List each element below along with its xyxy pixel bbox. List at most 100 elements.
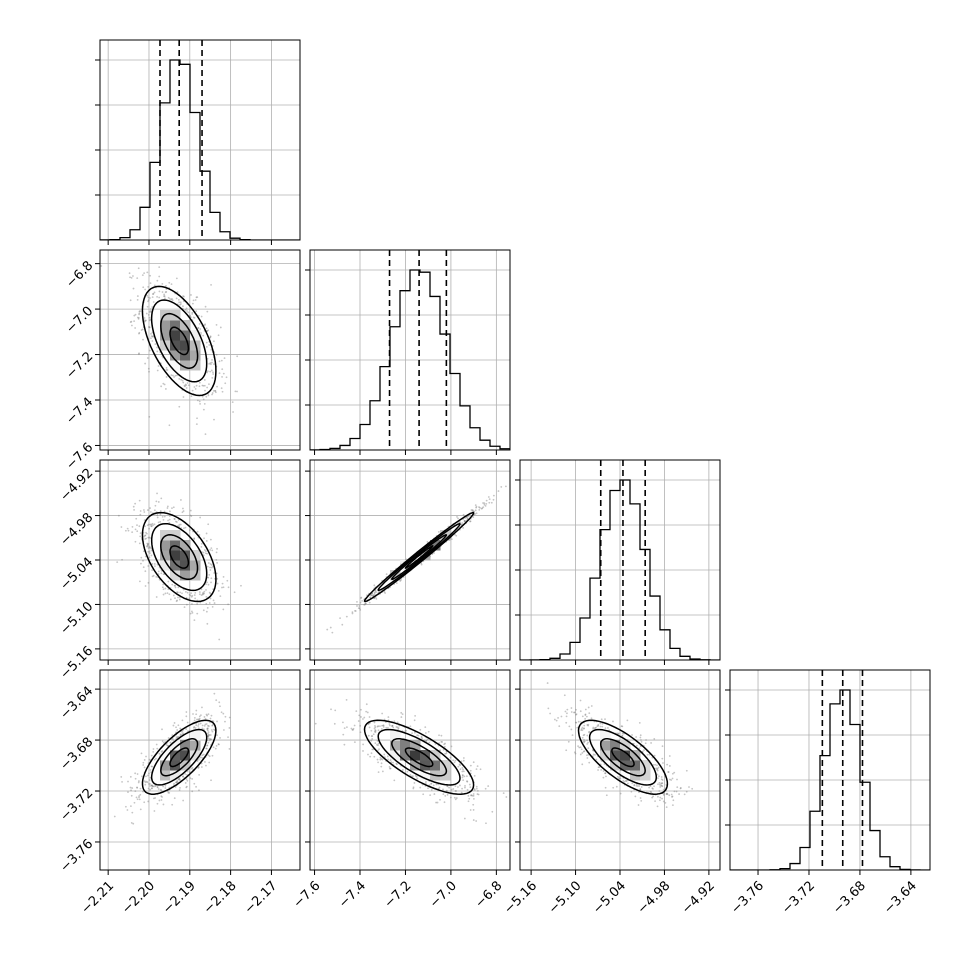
scatter-point [195,785,197,788]
scatter-point [353,724,356,727]
scatter-point [164,297,166,300]
scatter-point [671,804,674,807]
scatter-point [167,296,170,299]
scatter-point [147,300,149,303]
scatter-point [187,384,190,387]
scatter-point [209,734,212,736]
scatter-point [206,576,209,579]
scatter-point [370,594,373,596]
scatter-point [209,563,212,565]
scatter-point [121,781,123,783]
scatter-point [146,781,149,784]
scatter-point [149,511,152,513]
scatter-point [633,784,636,786]
density-cell [180,350,191,361]
scatter-point [345,698,348,701]
scatter-point [205,610,208,613]
panel-0-0 [95,39,301,245]
density-cell [190,560,201,571]
scatter-point [207,329,210,332]
scatter-point [575,721,578,724]
density-cell [390,730,401,741]
scatter-point [149,783,151,785]
scatter-point [444,742,446,745]
scatter-point [359,601,362,604]
scatter-point [412,786,415,789]
scatter-point [162,518,165,521]
scatter-point [581,752,584,754]
scatter-point [142,566,145,569]
scatter-point [560,715,563,718]
scatter-point [660,782,662,785]
scatter-point [152,748,155,750]
scatter-point [390,761,393,763]
scatter-point [181,592,183,595]
scatter-point [522,465,524,467]
scatter-point [193,316,196,319]
scatter-point [161,750,164,752]
scatter-point [470,794,473,797]
scatter-point [488,498,491,501]
scatter-point [140,562,142,565]
scatter-point [597,723,600,726]
scatter-point [136,530,139,533]
scatter-point [638,721,641,724]
scatter-point [222,372,225,375]
scatter-point [659,786,662,788]
panel-frame [729,669,931,871]
scatter-point [139,310,141,312]
scatter-point [626,719,629,722]
scatter-point [639,736,642,739]
scatter-point [188,529,191,532]
scatter-point [604,727,607,730]
scatter-point [414,774,417,777]
scatter-point [583,738,585,741]
scatter-point [218,360,221,363]
scatter-point [200,588,203,591]
scatter-point [454,785,457,788]
scatter-point [379,758,382,761]
scatter-point [209,597,212,600]
density-cell [170,340,181,351]
scatter-point [152,335,154,338]
scatter-point [224,715,227,718]
scatter-point [160,789,163,792]
scatter-point [144,362,147,365]
scatter-point [567,740,570,743]
scatter-point [649,785,652,787]
density-cell [610,750,621,761]
scatter-point [400,711,403,714]
scatter-point [180,378,183,381]
scatter-point [145,755,147,758]
scatter-point [177,724,180,727]
scatter-point [450,788,453,791]
scatter-point [439,749,441,751]
scatter-point [186,603,188,606]
scatter-point [145,531,147,534]
scatter-point [148,349,151,352]
scatter-point [197,326,200,329]
scatter-point [155,500,158,503]
scatter-point [150,754,153,757]
density-cell [170,320,181,331]
scatter-point [176,591,179,594]
scatter-point [144,534,146,537]
scatter-point [205,395,208,398]
scatter-point [605,794,608,797]
scatter-point [678,793,680,795]
density-cell [410,760,421,771]
scatter-point [202,398,205,401]
scatter-point [227,586,230,589]
scatter-point [204,552,207,555]
density-cell [170,360,181,371]
scatter-point [221,586,223,589]
scatter-point [685,769,688,772]
scatter-point [475,768,478,771]
scatter-point [148,536,151,539]
scatter-point [177,596,179,599]
scatter-point [176,599,179,602]
scatter-point [197,327,200,329]
scatter-point [148,772,150,775]
scatter-point [184,773,187,775]
